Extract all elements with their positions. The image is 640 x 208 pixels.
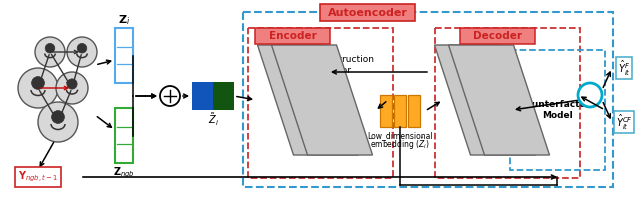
Circle shape — [38, 102, 78, 142]
Circle shape — [45, 43, 55, 53]
Circle shape — [18, 68, 58, 108]
Text: $\hat{Y}_{it}^{CF}$: $\hat{Y}_{it}^{CF}$ — [616, 112, 632, 132]
Text: embedding $(\hat{Z}_i)$: embedding $(\hat{Z}_i)$ — [370, 136, 430, 152]
Circle shape — [35, 37, 65, 67]
Circle shape — [56, 72, 88, 104]
Polygon shape — [257, 45, 358, 155]
Text: Encoder: Encoder — [269, 31, 316, 41]
Bar — [394, 95, 406, 127]
Bar — [248, 28, 393, 178]
Circle shape — [160, 86, 180, 106]
Bar — [243, 12, 613, 187]
Bar — [255, 28, 330, 44]
Bar — [460, 28, 535, 44]
Text: Low_dimensional: Low_dimensional — [367, 131, 433, 140]
Circle shape — [578, 83, 602, 107]
Bar — [380, 95, 392, 127]
Bar — [320, 4, 415, 21]
Text: Counterfactual
Model: Counterfactual Model — [519, 100, 596, 120]
Circle shape — [52, 111, 65, 123]
Text: $\mathbf{Z}_{ngb}$: $\mathbf{Z}_{ngb}$ — [113, 166, 135, 180]
Bar — [408, 95, 420, 127]
Text: Reconstruction
error: Reconstruction error — [306, 55, 374, 75]
Circle shape — [77, 43, 87, 53]
Circle shape — [67, 79, 77, 89]
Text: $\mathbf{Z}_i$: $\mathbf{Z}_i$ — [118, 13, 130, 27]
Polygon shape — [271, 45, 372, 155]
Text: Autoencoder: Autoencoder — [328, 7, 408, 17]
Text: $\hat{Y}_{it}^{F}$: $\hat{Y}_{it}^{F}$ — [618, 58, 630, 78]
Text: $\mathbf{Y}_{ngb,t-1}$: $\mathbf{Y}_{ngb,t-1}$ — [18, 170, 58, 184]
Bar — [510, 50, 605, 170]
Text: Decoder: Decoder — [473, 31, 522, 41]
Bar — [115, 108, 133, 163]
Polygon shape — [449, 45, 550, 155]
Circle shape — [31, 77, 44, 89]
Text: $\tilde{Z}_i$: $\tilde{Z}_i$ — [207, 112, 218, 128]
Bar — [213, 82, 234, 110]
Bar — [115, 28, 133, 83]
Bar — [192, 82, 213, 110]
Circle shape — [67, 37, 97, 67]
Polygon shape — [435, 45, 536, 155]
Bar — [435, 28, 580, 178]
